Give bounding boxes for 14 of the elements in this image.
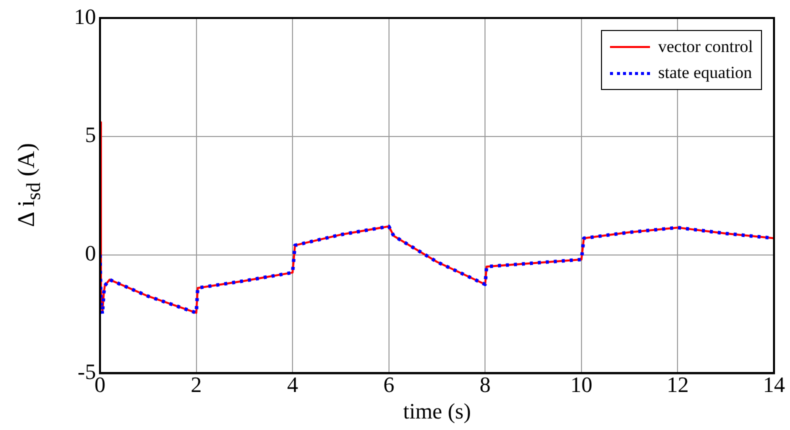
x-tick-label: 10 <box>570 372 592 398</box>
x-tick-label: 8 <box>480 372 491 398</box>
y-tick-label: -5 <box>78 358 96 384</box>
y-tick-label: 5 <box>85 122 96 148</box>
legend-label: state equation <box>658 62 752 84</box>
x-tick-label: 4 <box>287 372 298 398</box>
y-tick-label: 10 <box>74 4 96 29</box>
y-tick-label: 0 <box>85 240 96 266</box>
x-axis-title: time (s) <box>403 398 471 424</box>
x-tick-label: 6 <box>383 372 394 398</box>
x-tick-label: 12 <box>666 372 689 398</box>
legend-label: vector control <box>658 36 753 58</box>
x-tick-label: 2 <box>190 372 202 398</box>
x-tick-label: 14 <box>763 372 785 398</box>
